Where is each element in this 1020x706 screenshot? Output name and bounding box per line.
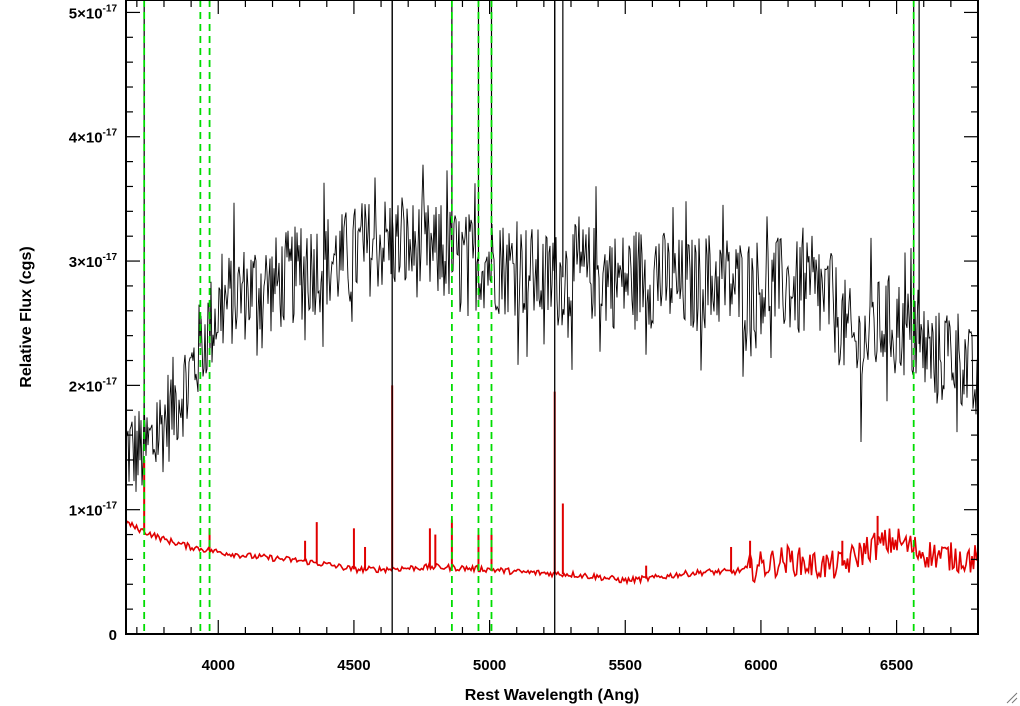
resize-grip-icon[interactable] <box>1004 690 1018 704</box>
reference-lines-layer <box>143 0 915 634</box>
error-spectrum-line <box>126 520 978 586</box>
series-layer <box>126 0 978 586</box>
axis-ticks-layer: 4000 4500 5000 5500 6000 6500 0 1×10-17 2×10-17 3… <box>69 0 979 674</box>
flux-spectrum-line <box>126 164 978 492</box>
plot-frame <box>125 0 979 635</box>
x-tick-label: 4500 <box>337 657 370 674</box>
y-tick-label: 3×10-17 <box>69 252 118 271</box>
x-tick-label: 5500 <box>609 657 642 674</box>
x-tick-label: 4000 <box>202 657 235 674</box>
y-tick-label: 1×10-17 <box>69 501 118 520</box>
x-tick-label: 6500 <box>880 657 913 674</box>
y-tick-label: 2×10-17 <box>69 376 118 395</box>
x-tick-label: 6000 <box>744 657 777 674</box>
y-tick-label: 0 <box>109 627 117 644</box>
x-tick-label: 5000 <box>473 657 506 674</box>
y-tick-label: 4×10-17 <box>69 128 118 147</box>
y-axis-title: Relative Flux (cgs) <box>18 246 35 387</box>
y-tick-label: 5×10-17 <box>69 3 118 22</box>
x-axis-title: Rest Wavelength (Ang) <box>465 687 640 704</box>
